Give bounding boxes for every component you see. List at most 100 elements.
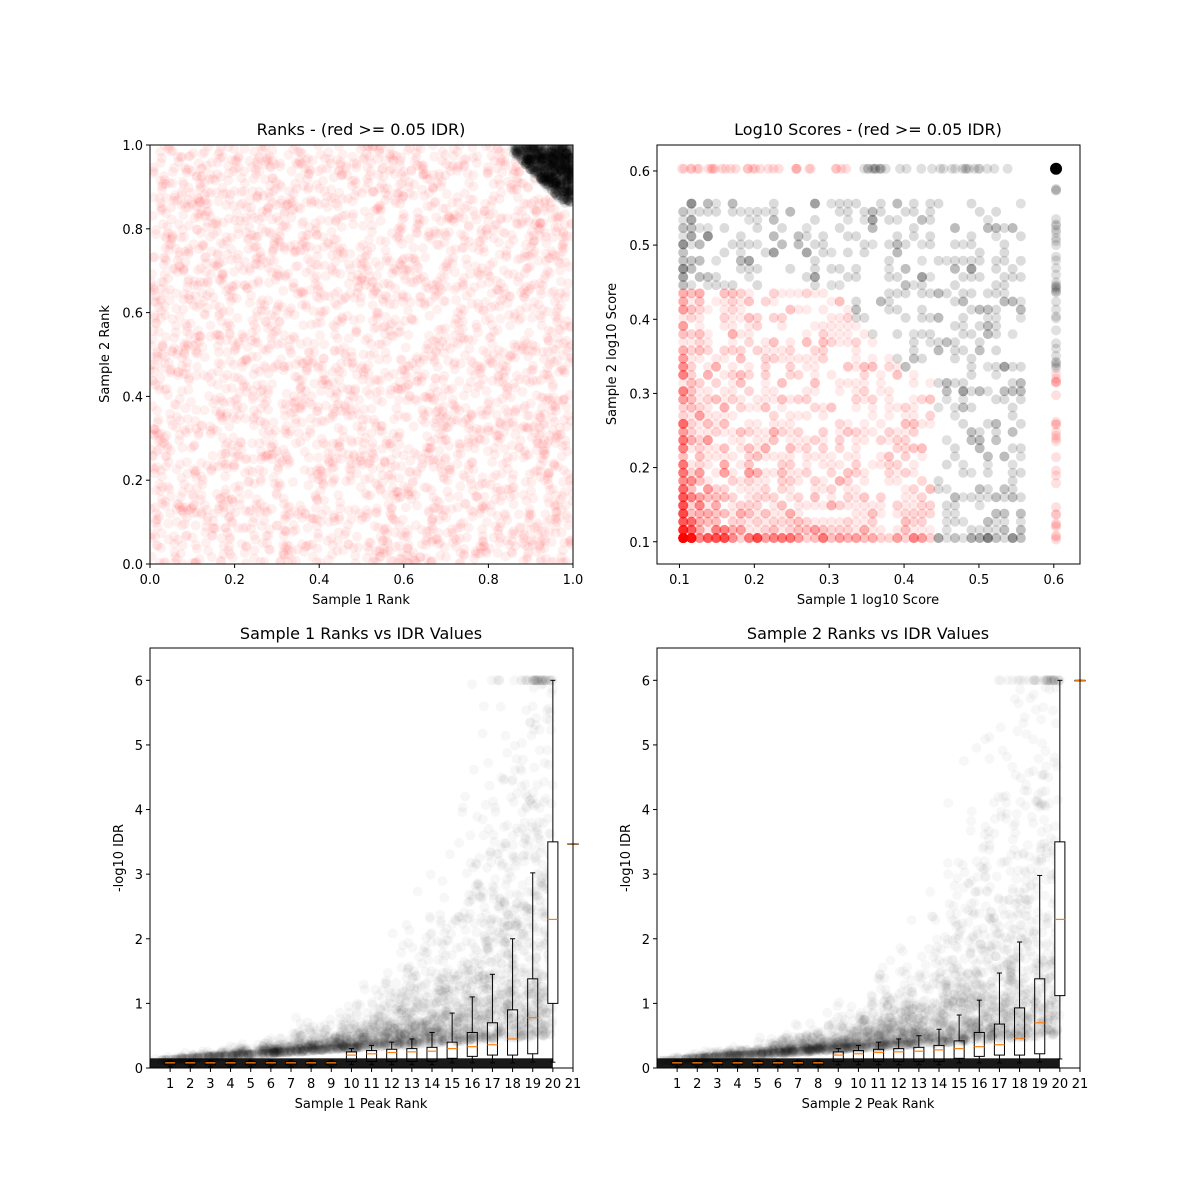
rank-point <box>364 458 375 469</box>
rank-point <box>269 255 280 266</box>
rank-point <box>386 502 397 513</box>
rank-point <box>178 304 189 315</box>
rank-point <box>463 423 474 434</box>
rank-point <box>160 287 171 298</box>
rank-point <box>289 245 300 256</box>
rank-point <box>409 156 420 167</box>
rank-point <box>169 547 180 558</box>
rank-point <box>349 449 360 460</box>
rank-point <box>247 517 258 528</box>
rank-point <box>448 414 459 425</box>
rank-point <box>421 442 432 453</box>
rank-point <box>197 241 208 252</box>
rank-point <box>415 273 426 284</box>
rank-point <box>247 315 258 326</box>
rank-point <box>431 212 442 223</box>
rank-point <box>411 147 422 158</box>
rank-point <box>424 310 435 321</box>
rank-point <box>555 276 566 287</box>
rank-point <box>487 457 498 468</box>
rank-point <box>491 430 502 441</box>
rank-point <box>338 431 349 442</box>
rank-point <box>288 277 299 288</box>
rank-point <box>362 245 373 256</box>
rank-point <box>202 276 213 287</box>
rank-point <box>437 146 448 157</box>
rank-point <box>415 297 426 308</box>
rank-point <box>310 490 321 501</box>
y-tick-label: 0.6 <box>122 307 143 322</box>
rank-point <box>541 553 552 564</box>
rank-point <box>197 475 208 486</box>
rank-point <box>483 422 494 433</box>
rank-point <box>397 255 408 266</box>
rank-point <box>478 246 489 257</box>
rank-point <box>187 532 198 543</box>
rank-point <box>165 415 176 426</box>
rank-point <box>320 400 331 411</box>
rank-point <box>440 551 451 562</box>
score-point <box>678 394 689 405</box>
rank-point <box>527 312 538 323</box>
rank-point <box>409 179 420 190</box>
rank-point <box>514 272 525 283</box>
rank-point <box>381 435 392 446</box>
rank-point <box>525 524 536 535</box>
rank-point <box>522 423 533 434</box>
rank-point <box>196 507 207 518</box>
rank-point <box>560 257 571 268</box>
rank-point <box>264 524 275 535</box>
y-tick-label: 0.8 <box>122 223 143 238</box>
rank-point <box>558 228 569 239</box>
rank-point <box>158 277 169 288</box>
rank-point <box>240 454 251 465</box>
rank-point <box>313 401 324 412</box>
rank-point <box>428 183 439 194</box>
rank-point <box>151 540 162 551</box>
rank-point <box>170 288 181 299</box>
rank-point <box>202 187 213 198</box>
rank-point <box>560 440 571 451</box>
rank-point <box>150 464 160 475</box>
rank-point <box>487 195 498 206</box>
rank-point <box>536 375 547 386</box>
rank-point <box>216 556 227 564</box>
rank-point <box>156 202 167 213</box>
rank-point <box>557 491 568 502</box>
rank-point <box>288 477 299 488</box>
rank-point-top <box>532 158 543 169</box>
rank-point <box>536 392 547 403</box>
rank-point <box>449 284 460 295</box>
rank-point <box>431 534 442 545</box>
rank-point <box>295 383 306 394</box>
rank-point <box>166 214 177 225</box>
rank-point <box>373 339 384 350</box>
rank-point <box>412 213 423 224</box>
rank-point <box>375 462 386 473</box>
rank-point <box>294 403 305 414</box>
score-point <box>1007 329 1018 340</box>
rank-point <box>357 154 368 165</box>
rank-point <box>254 438 265 449</box>
rank-point <box>523 286 534 297</box>
rank-point <box>428 461 439 472</box>
rank-point <box>393 410 404 421</box>
rank-point <box>274 226 285 237</box>
rank-point <box>491 276 502 287</box>
score-point <box>842 492 853 503</box>
rank-point <box>434 428 445 439</box>
rank-point <box>274 230 285 241</box>
rank-point <box>234 499 245 510</box>
rank-point <box>474 480 485 491</box>
rank-point <box>558 226 569 237</box>
rank-point <box>434 445 445 456</box>
rank-point <box>391 187 402 198</box>
rank-point <box>167 229 178 240</box>
rank-point <box>157 204 168 215</box>
score-point <box>859 475 870 486</box>
rank-point <box>372 270 383 281</box>
rank-point <box>221 231 232 242</box>
rank-point <box>224 305 235 316</box>
rank-point <box>538 455 549 466</box>
